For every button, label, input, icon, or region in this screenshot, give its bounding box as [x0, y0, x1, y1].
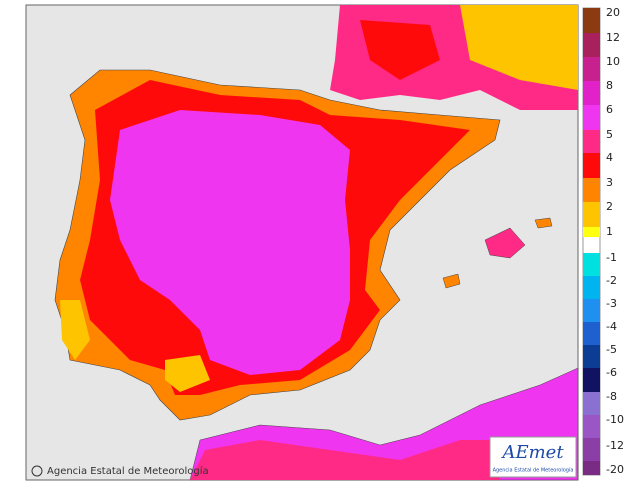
legend-swatch: [583, 178, 600, 202]
legend-label: 4: [606, 151, 613, 164]
legend-label: 8: [606, 79, 613, 92]
legend-label: -1: [606, 251, 617, 264]
legend-swatch: [583, 33, 600, 57]
legend-label: -12: [606, 439, 624, 452]
ibiza: [442, 273, 461, 289]
legend-label: -4: [606, 320, 617, 333]
legend-label: 20: [606, 6, 620, 19]
legend-label: -5: [606, 343, 617, 356]
legend-swatch: [583, 81, 600, 105]
legend-swatch: [583, 276, 600, 299]
logo-box: [489, 436, 577, 478]
guadalquivir: [165, 355, 210, 392]
legend-label: 1: [606, 225, 613, 238]
logo-name: AEmet: [500, 442, 564, 463]
legend-swatch: [583, 415, 600, 438]
menorca: [534, 217, 553, 229]
legend-swatch: [583, 392, 600, 415]
legend-label: 12: [606, 31, 620, 44]
legend-label: -6: [606, 366, 617, 379]
logo-subtitle: Agencia Estatal de Meteorología: [493, 467, 574, 474]
legend-label: -20: [606, 463, 624, 476]
legend-label: -2: [606, 274, 617, 287]
legend-swatch: [583, 461, 600, 475]
africa-west: [190, 440, 500, 480]
legend-label: 10: [606, 55, 620, 68]
legend-label: 3: [606, 176, 613, 189]
legend-swatch: [583, 130, 600, 153]
legend-swatch: [583, 105, 600, 130]
legend-label: -3: [606, 297, 617, 310]
legend-swatch: [583, 345, 600, 368]
legend-label: 5: [606, 128, 613, 141]
legend-swatch: [583, 438, 600, 461]
legend-swatch: [583, 368, 600, 392]
legend-swatch: [583, 322, 600, 345]
iberia-magenta: [110, 110, 350, 375]
legend-label: -10: [606, 413, 624, 426]
legend-swatch: [583, 57, 600, 81]
portugal-south: [60, 300, 90, 360]
credit: Agencia Estatal de Meteorología: [47, 465, 209, 477]
legend-swatch: [583, 299, 600, 322]
legend-label: 6: [606, 103, 613, 116]
legend-swatch: [583, 8, 600, 33]
legend-swatch: [583, 253, 600, 276]
legend-label: -8: [606, 390, 617, 403]
france-south: [360, 20, 440, 80]
copyright-icon: [31, 465, 43, 477]
france-east: [460, 5, 578, 90]
legend-swatch: [583, 227, 600, 237]
legend-swatch: [583, 202, 600, 227]
legend-swatch: [583, 153, 600, 178]
legend-label: 2: [606, 200, 613, 213]
mallorca: [484, 227, 526, 259]
